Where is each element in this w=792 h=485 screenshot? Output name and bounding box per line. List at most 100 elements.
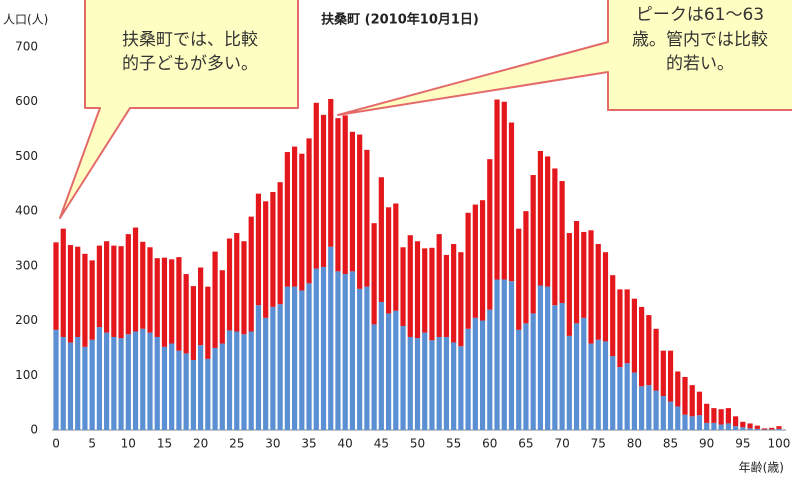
bar-segment: [581, 231, 587, 318]
chart-title: 扶桑町 (2010年10月1日): [321, 12, 479, 28]
x-tick-label: 85: [663, 437, 678, 451]
bar-segment: [140, 241, 146, 329]
callout-left: 扶桑町では、比較 的子どもが多い。: [59, 0, 299, 219]
bar-segment: [263, 317, 269, 430]
x-tick-label: 40: [338, 437, 353, 451]
bar-segment: [610, 275, 616, 357]
bar-segment: [132, 227, 139, 332]
bar-segment: [320, 266, 327, 430]
bar-segment: [118, 338, 124, 430]
bar-segment: [588, 230, 594, 344]
bar-segment: [581, 317, 587, 430]
bar-segment: [573, 323, 580, 430]
bar-segment: [393, 203, 399, 311]
bar-segment: [407, 235, 413, 337]
bar-segment: [306, 138, 312, 284]
bar-segment: [725, 423, 731, 430]
bar-segment: [96, 327, 102, 430]
bar-segment: [653, 328, 659, 391]
bar-segment: [559, 181, 565, 304]
bar-segment: [660, 350, 666, 397]
bar-segment: [733, 426, 739, 430]
bar-segment: [349, 131, 356, 272]
bar-segment: [132, 331, 139, 430]
bar-segment: [545, 156, 551, 287]
bar-segment: [754, 425, 760, 429]
bar-segment: [299, 290, 305, 430]
bar-segment: [255, 305, 262, 430]
callout-text: 扶桑町では、比較: [122, 30, 258, 50]
bar-segment: [689, 416, 695, 430]
bar-segment: [458, 252, 464, 347]
bar-segment: [371, 223, 377, 325]
callout-shape: [337, 0, 792, 116]
bar-segment: [328, 246, 334, 430]
bar-segment: [414, 338, 421, 430]
bar-segment: [342, 274, 348, 430]
x-tick-label: 95: [735, 437, 750, 451]
bar-segment: [610, 356, 616, 430]
bar-segment: [704, 422, 710, 430]
bar-segment: [776, 426, 782, 429]
x-tick-label: 75: [591, 437, 606, 451]
bar-segment: [451, 243, 457, 343]
bar-segment: [429, 340, 435, 430]
bar-segment: [494, 99, 500, 280]
bar-segment: [306, 283, 312, 430]
bar-segment: [176, 350, 182, 430]
bar-segment: [335, 271, 341, 430]
bar-segment: [718, 409, 724, 425]
bar-segment: [75, 336, 81, 430]
bar-segment: [487, 159, 493, 310]
bar-segment: [60, 228, 66, 337]
bar-segment: [682, 376, 688, 415]
bar-segment: [320, 114, 327, 267]
bar-segment: [631, 298, 637, 373]
bar-segment: [284, 152, 290, 287]
x-tick-label: 30: [265, 437, 280, 451]
callout-text: 歳。管内では比較: [632, 30, 768, 50]
bar-segment: [545, 286, 551, 430]
bar-segment: [472, 317, 478, 430]
bar-segment: [219, 270, 225, 344]
bar-segment: [277, 182, 283, 305]
bar-segment: [740, 421, 746, 428]
bar-segment: [530, 175, 536, 314]
y-axis-label: 人口(人): [3, 13, 48, 27]
bar-segment: [588, 343, 594, 430]
bar-segment: [487, 309, 493, 430]
bar-segment: [458, 346, 464, 430]
bar-segment: [718, 424, 724, 430]
bar-segment: [291, 146, 298, 287]
bar-segment: [219, 343, 225, 430]
bar-segment: [335, 118, 341, 272]
bar-segment: [472, 204, 478, 318]
bar-segment: [147, 247, 153, 333]
x-tick-label: 90: [699, 437, 714, 451]
bar-segment: [631, 372, 637, 430]
bar-segment: [169, 259, 175, 344]
bar-segment: [537, 285, 544, 430]
bar-segment: [617, 289, 623, 368]
bar-segment: [154, 336, 160, 430]
callout-text: 的若い。: [666, 54, 734, 74]
bar-segment: [67, 342, 74, 430]
bar-segment: [552, 305, 558, 430]
bar-segment: [313, 268, 319, 430]
bar-segment: [769, 429, 775, 430]
y-tick-label: 400: [15, 204, 38, 218]
bar-segment: [740, 427, 746, 430]
bar-segment: [248, 216, 254, 332]
bar-segment: [653, 390, 659, 430]
bar-segment: [516, 228, 522, 330]
bar-segment: [183, 353, 189, 430]
x-tick-label: 10: [121, 437, 136, 451]
bar-segment: [241, 334, 247, 430]
bar-segment: [284, 286, 290, 430]
bar-segment: [595, 243, 601, 340]
bar-segment: [675, 371, 681, 407]
bar-segment: [140, 328, 146, 430]
bar-segment: [436, 234, 442, 337]
bar-segment: [523, 323, 529, 430]
bar-segment: [552, 168, 558, 306]
